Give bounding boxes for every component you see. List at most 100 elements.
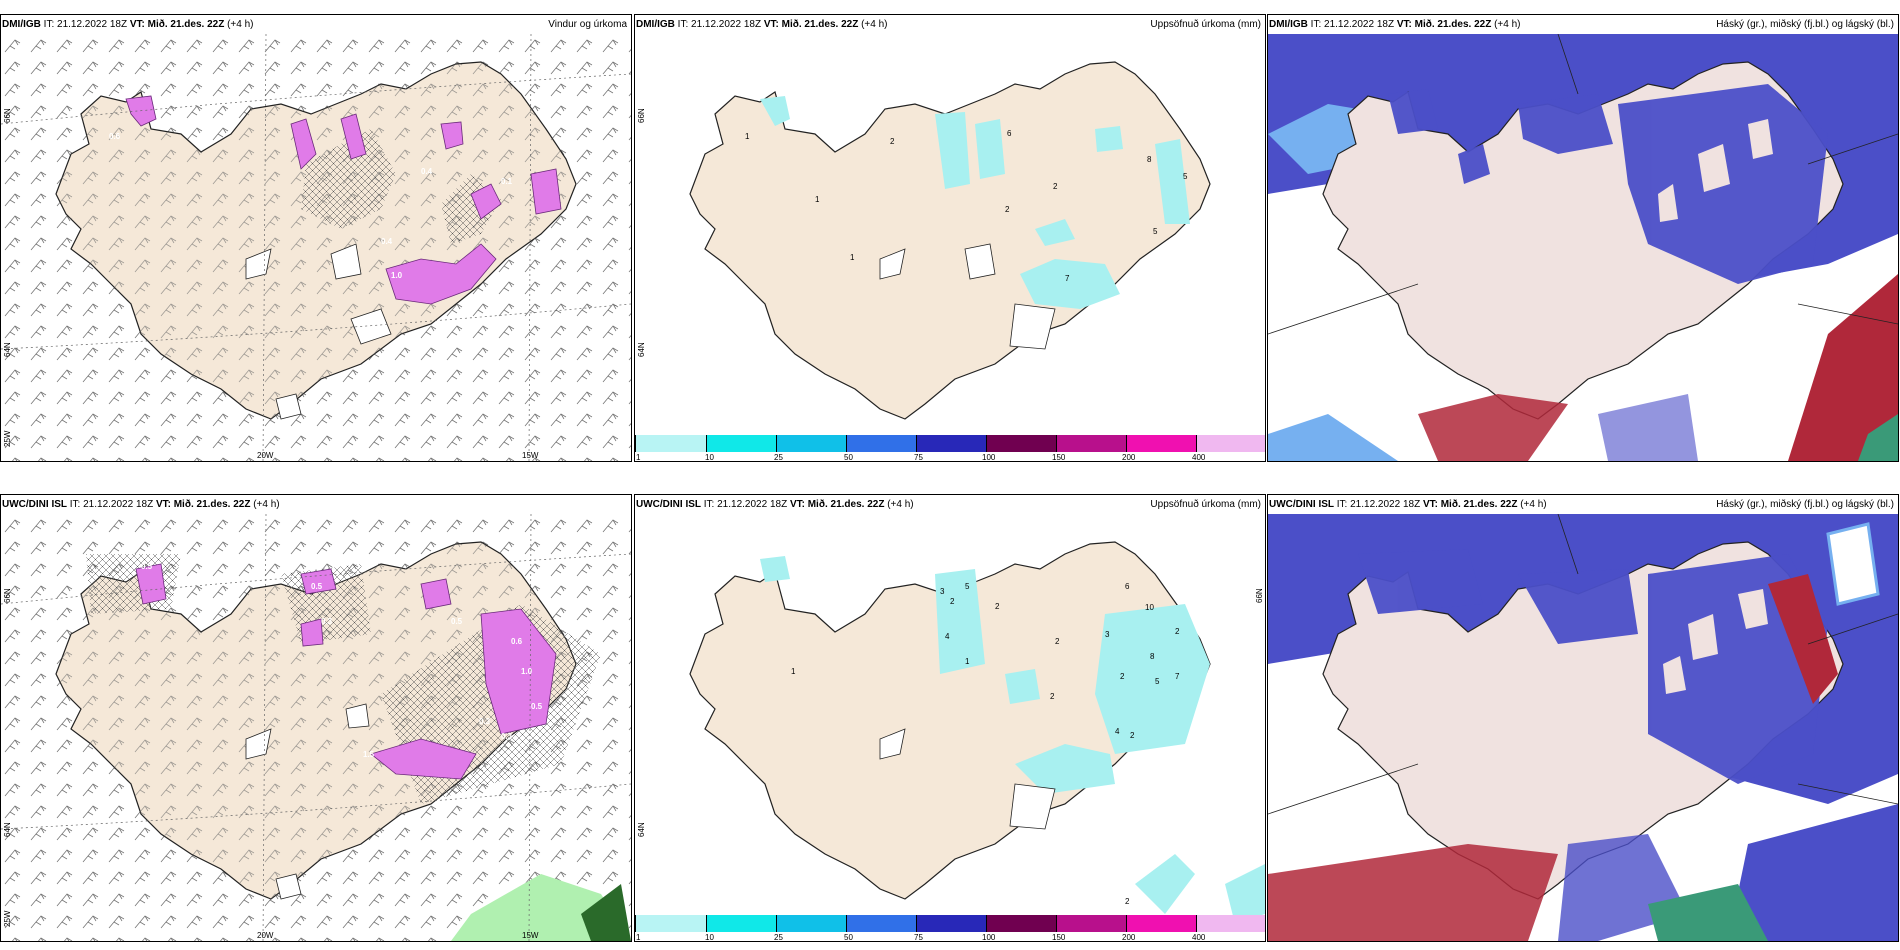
precip-value: 2 [1130,731,1135,740]
map-area [1268,514,1898,941]
valid-time: VT: Mið. 21.des. 22Z [789,499,885,510]
iceland-map: 0.5 0.5 0.3 0.6 1.0 0.5 0.5 0.3 0.3 1.5 [1,514,631,941]
colorbar-swatch [635,915,706,932]
precip-value: 0.4 [381,237,393,246]
model-source: DMI/IGB [1269,19,1308,30]
panel-header: DMI/IGB IT: 21.12.2022 18Z VT: Mið. 21.d… [1269,16,1894,34]
precip-value: 1.0 [391,271,403,280]
panel-header: DMI/IGB IT: 21.12.2022 18Z VT: Mið. 21.d… [2,16,627,34]
precip-value: 1 [745,132,750,141]
precip-value-labels: 0.5 0.5 0.3 0.6 1.0 0.5 0.5 0.3 0.3 1.5 [141,562,543,759]
precip-value: 0.4 [421,167,433,176]
precip-value: 0.5 [451,617,463,626]
precip-value: 2 [1120,672,1125,681]
lat-label: 66N [1255,588,1264,603]
colorbar-tick: 400 [1192,453,1206,462]
lat-label: 66N [3,108,12,123]
precip-value: 7 [1065,274,1070,283]
panel-title: Vindur og úrkoma [548,19,627,30]
lon-label: 15W [522,451,539,460]
precip-value: 5 [965,582,970,591]
map-area: 0.5 0.5 0.3 0.6 1.0 0.5 0.5 0.3 0.3 1.5 [1,514,631,941]
map-panel-dmi-wind: DMI/IGB IT: 21.12.2022 18Z VT: Mið. 21.d… [0,14,632,462]
valid-time: VT: Mið. 21.des. 22Z [763,19,859,30]
precip-value: 1 [815,195,820,204]
precip-value: 0.6 [109,132,121,141]
colorbar-swatch [846,915,916,932]
model-source: UWC/DINI ISL [1269,499,1334,510]
precip-value: 5 [1183,172,1188,181]
colorbar-swatch [846,435,916,452]
colorbar-tick: 50 [844,453,853,462]
colorbar-tick: 150 [1052,933,1066,942]
precip-value: 1 [791,667,796,676]
panel-header: UWC/DINI ISL IT: 21.12.2022 18Z VT: Mið.… [1269,496,1894,514]
model-source: DMI/IGB [636,19,675,30]
iceland-map: 3 2 5 2 4 1 2 6 10 3 2 2 8 5 7 4 2 2 1 2 [689,541,1265,924]
iceland-map: 0.6 0.4 1.0 0.4 0.1 [1,34,631,461]
iceland-map: 1 2 6 2 8 5 2 5 1 1 7 [689,61,1211,420]
map-panel-uwc-clouds: UWC/DINI ISL IT: 21.12.2022 18Z VT: Mið.… [1267,494,1899,942]
colorbar-swatch [1056,435,1126,452]
panel-title: Uppsöfnuð úrkoma (mm) [1150,499,1261,510]
colorbar-swatch [916,915,986,932]
panel-header: UWC/DINI ISL IT: 21.12.2022 18Z VT: Mið.… [636,496,1261,514]
colorbar-tick: 10 [705,933,714,942]
colorbar-swatch [1056,915,1126,932]
precip-value: 6 [1125,582,1130,591]
precip-value: 5 [1155,677,1160,686]
colorbar-swatch [1196,435,1265,452]
precip-value: 1.0 [521,667,533,676]
colorbar-tick: 400 [1192,933,1206,942]
colorbar-tick: 150 [1052,453,1066,462]
precip-colorbar: 1 10 25 50 75 100 150 200 400 [635,435,1265,461]
colorbar-swatch [1196,915,1265,932]
colorbar-swatch [635,435,706,452]
model-source: DMI/IGB [2,19,41,30]
lead-time: (+4 h) [884,499,914,510]
colorbar-swatch [986,915,1056,932]
precip-value: 8 [1147,155,1152,164]
lon-label: 20W [257,451,274,460]
precip-value-labels: 1 2 6 2 8 5 2 5 1 1 7 [745,129,1188,283]
lat-label: 25W [3,430,12,447]
precip-value: 2 [1005,205,1010,214]
precip-value: 2 [890,137,895,146]
precip-value: 2 [1175,627,1180,636]
precip-areas [760,96,1190,309]
precip-value: 2 [1053,182,1058,191]
init-time: IT: 21.12.2022 18Z [1307,19,1397,30]
colorbar-swatch [1126,435,1196,452]
lat-label: 64N [637,822,646,837]
lead-time: (+4 h) [224,19,254,30]
lat-label: 66N [3,588,12,603]
map-area: 1 2 6 2 8 5 2 5 1 1 7 [635,34,1265,461]
lat-label: 64N [3,342,12,357]
colorbar-swatch [1126,915,1196,932]
precip-value: 3 [940,587,945,596]
colorbar-tick: 200 [1122,933,1136,942]
init-time: IT: 21.12.2022 18Z [67,499,156,510]
precip-areas [125,95,562,305]
map-area: 0.6 0.4 1.0 0.4 0.1 [1,34,631,461]
precip-value: 7 [1175,672,1180,681]
precip-value: 1 [850,253,855,262]
valid-time: VT: Mið. 21.des. 22Z [155,499,251,510]
colorbar-swatch [776,435,846,452]
colorbar-tick: 75 [914,933,923,942]
cloud-map [1268,514,1898,941]
precip-value-labels: 0.6 0.4 1.0 0.4 0.1 [109,132,513,280]
lat-label: 25W [3,910,12,927]
precip-value: 1.5 [363,750,375,759]
precip-value: 0.1 [501,177,513,186]
precip-value: 0.3 [479,717,491,726]
precip-value: 8 [1150,652,1155,661]
precip-value-labels: 3 2 5 2 4 1 2 6 10 3 2 2 8 5 7 4 2 2 1 2 [791,582,1180,906]
colorbar-tick: 50 [844,933,853,942]
colorbar-swatch [986,435,1056,452]
lon-label: 15W [522,931,539,940]
map-panel-uwc-accum: UWC/DINI ISL IT: 21.12.2022 18Z VT: Mið.… [634,494,1266,942]
precip-value: 3 [1105,630,1110,639]
map-panel-dmi-clouds: DMI/IGB IT: 21.12.2022 18Z VT: Mið. 21.d… [1267,14,1899,462]
precip-areas [135,563,557,780]
